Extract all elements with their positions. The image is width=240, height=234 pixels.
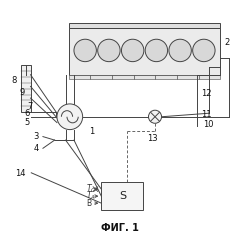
Text: 1: 1	[89, 128, 95, 136]
Text: 4: 4	[33, 144, 39, 153]
Circle shape	[74, 39, 96, 62]
Circle shape	[121, 39, 144, 62]
Bar	[155, 75, 177, 79]
Text: $T_A$: $T_A$	[86, 190, 96, 202]
Bar	[69, 23, 220, 28]
Circle shape	[145, 39, 168, 62]
Circle shape	[57, 104, 83, 130]
Text: 2: 2	[225, 37, 230, 47]
Text: 12: 12	[201, 89, 212, 98]
Text: 6: 6	[24, 109, 29, 118]
Bar	[199, 75, 220, 79]
Bar	[69, 28, 220, 75]
Text: 5: 5	[24, 118, 29, 127]
Bar	[69, 75, 90, 79]
Bar	[101, 182, 143, 210]
Text: 9: 9	[19, 88, 24, 97]
Bar	[21, 65, 30, 112]
Text: 10: 10	[204, 121, 214, 129]
Text: B: B	[86, 199, 91, 208]
Text: 7: 7	[27, 102, 33, 111]
Bar	[177, 75, 199, 79]
Text: 13: 13	[147, 135, 158, 143]
Text: 14: 14	[16, 169, 26, 179]
Bar	[90, 75, 112, 79]
Text: 11: 11	[201, 110, 212, 119]
Circle shape	[98, 39, 120, 62]
Text: S: S	[119, 191, 126, 201]
Text: 3: 3	[33, 132, 39, 141]
Circle shape	[193, 39, 215, 62]
Text: ФИГ. 1: ФИГ. 1	[101, 223, 139, 233]
Circle shape	[169, 39, 191, 62]
Text: 8: 8	[11, 76, 17, 85]
Circle shape	[149, 110, 162, 123]
Bar	[112, 75, 134, 79]
Text: $T_G$: $T_G$	[86, 183, 97, 195]
Bar	[134, 75, 155, 79]
